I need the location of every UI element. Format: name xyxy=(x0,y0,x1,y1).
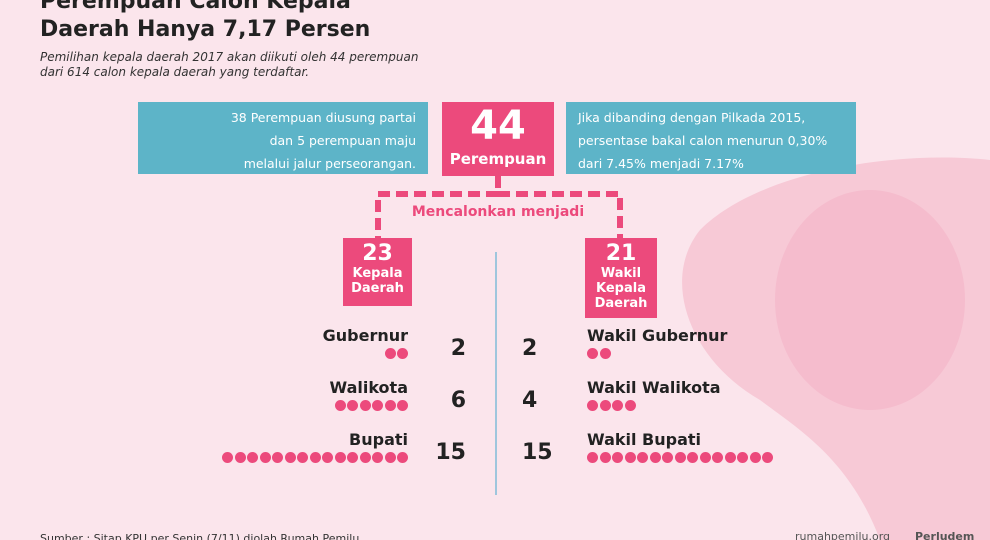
total-label: Perempuan xyxy=(449,150,547,168)
dot xyxy=(259,452,271,463)
right-note: Jika dibanding dengan Pilkada 2015, pers… xyxy=(566,102,856,174)
row-value: 2 xyxy=(522,336,538,361)
dot xyxy=(587,400,598,411)
group-label: Kepala xyxy=(596,281,646,296)
row-value: 2 xyxy=(450,336,466,361)
dot xyxy=(724,452,736,463)
note-line: dan 5 perempuan maju xyxy=(269,133,416,148)
dot xyxy=(397,348,408,359)
left-note: 38 Perempuan diusung partai dan 5 peremp… xyxy=(138,102,428,174)
dot xyxy=(359,400,371,411)
dot xyxy=(359,452,371,463)
row-value: 4 xyxy=(522,388,538,413)
group-box: 23 Kepala Daerah xyxy=(343,238,412,306)
dot xyxy=(637,452,648,463)
note-line: persentase bakal calon menurun 0,30% xyxy=(578,133,828,148)
dot xyxy=(674,452,686,463)
title-line: Perempuan Calon Kepala xyxy=(40,0,351,14)
dot xyxy=(662,452,673,463)
dot xyxy=(587,348,598,359)
dot xyxy=(397,400,408,411)
row-name: Walikota xyxy=(329,378,409,397)
total: 44 xyxy=(470,103,526,149)
dot xyxy=(599,452,611,463)
dot xyxy=(599,400,611,411)
dot xyxy=(272,452,283,463)
group-label: Daerah xyxy=(594,296,648,311)
row-value: 6 xyxy=(450,388,466,413)
dot xyxy=(372,400,383,411)
dot xyxy=(334,400,346,411)
group-label: Kepala xyxy=(352,266,403,281)
dot xyxy=(762,452,773,463)
dot xyxy=(347,452,358,463)
note-line: Jika dibanding dengan Pilkada 2015, xyxy=(578,110,806,125)
dot xyxy=(284,452,296,463)
subtitle-line: dari 614 calon kepala daerah yang terdaf… xyxy=(40,65,310,79)
dot xyxy=(384,400,396,411)
dot xyxy=(699,452,711,463)
subtitle: Pemilihan kepala daerah 2017 akan diikut… xyxy=(40,50,418,80)
subtitle-line: Pemilihan kepala daerah 2017 akan diikut… xyxy=(40,50,419,64)
dot xyxy=(587,452,598,463)
source: Sumber : Sitap KPU per Senin (7/11) diol… xyxy=(40,532,360,540)
dot xyxy=(649,452,661,463)
title-line: Daerah Hanya 7,17 Persen xyxy=(40,17,371,42)
row-name: Gubernur xyxy=(322,326,408,345)
dot xyxy=(737,452,748,463)
logo: rumahpemilu.org xyxy=(795,530,891,540)
row-name: Wakil Bupati xyxy=(587,430,702,449)
dot xyxy=(322,452,333,463)
dot xyxy=(247,452,258,463)
group-box: 21 Wakil Kepala Daerah xyxy=(585,238,657,318)
dot xyxy=(687,452,698,463)
row-name: Bupati xyxy=(349,430,408,449)
dot xyxy=(624,400,636,411)
row-name: Wakil Walikota xyxy=(587,378,721,397)
note-line: melalui jalur perseorangan. xyxy=(243,156,416,171)
silhouette-head xyxy=(775,190,965,410)
logo: Perludem xyxy=(915,530,975,540)
dot xyxy=(712,452,723,463)
dot xyxy=(297,452,308,463)
dot xyxy=(384,348,396,359)
dot xyxy=(397,452,408,463)
dot xyxy=(309,452,321,463)
dot xyxy=(749,452,761,463)
dot xyxy=(347,400,358,411)
connector xyxy=(375,176,623,238)
dot xyxy=(222,452,233,463)
group-label: Daerah xyxy=(351,281,404,296)
note-line: dari 7.45% menjadi 7.17% xyxy=(578,156,744,171)
dot xyxy=(599,348,611,359)
dot xyxy=(372,452,383,463)
note-line: 38 Perempuan diusung partai xyxy=(230,110,416,125)
total-box: 44 Perempuan xyxy=(442,102,554,176)
connector-label: Mencalonkan menjadi xyxy=(400,204,596,220)
group-count: 23 xyxy=(362,241,393,266)
dot xyxy=(384,452,396,463)
dot xyxy=(234,452,246,463)
group-label: Wakil xyxy=(600,266,642,281)
dot xyxy=(612,452,623,463)
group-count: 21 xyxy=(605,241,637,266)
row-value: 15 xyxy=(435,440,466,465)
dot xyxy=(612,400,623,411)
row-value: 15 xyxy=(522,440,553,465)
dot xyxy=(624,452,636,463)
row-name: Wakil Gubernur xyxy=(587,326,728,345)
dot xyxy=(334,452,346,463)
title: Perempuan Calon Kepala Daerah Hanya 7,17… xyxy=(40,0,370,44)
